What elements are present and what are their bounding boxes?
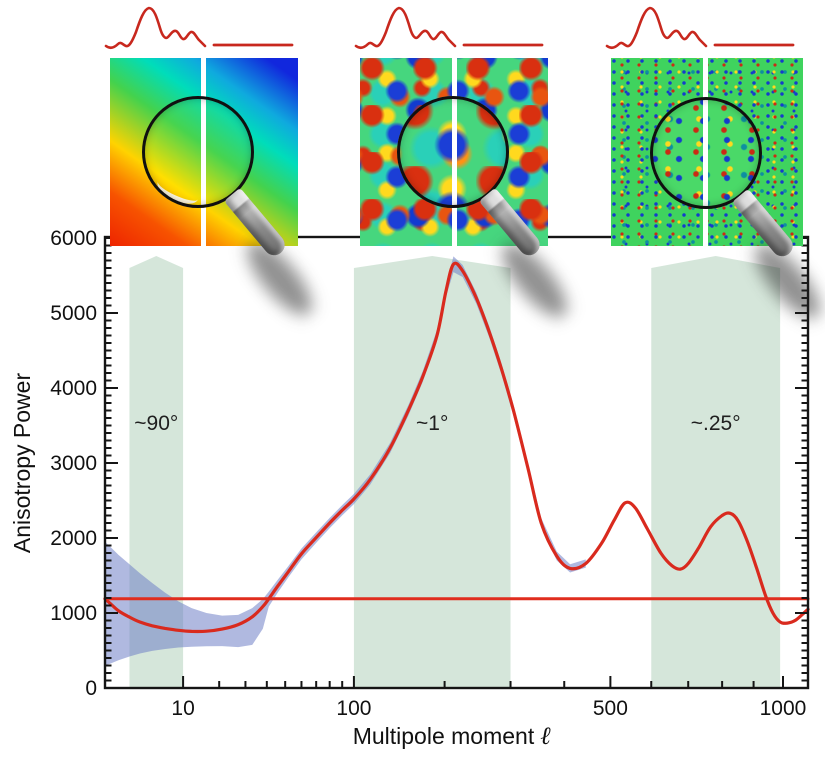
inset-large-scales <box>104 6 323 325</box>
inset-arcminute-scales <box>605 6 825 328</box>
angular-scale-band <box>353 256 511 688</box>
x-tick-label: 1000 <box>760 697 807 720</box>
y-tick-label: 2000 <box>50 527 97 550</box>
x-tick-label: 100 <box>336 697 371 720</box>
angular-scale-label: ~1° <box>416 412 448 435</box>
x-axis-title-text: Multipole moment <box>353 723 535 749</box>
x-axis-title: Multipole moment ℓ <box>353 721 552 750</box>
axis-tick-labels: 10 100 500 1000 0 1000 2000 3000 4000 5000 6000 <box>50 227 806 720</box>
magnifier-ring-icon <box>397 96 509 208</box>
acoustic-peaks-model-curve <box>103 261 810 634</box>
power-spectrum-sketch-icon <box>104 6 294 50</box>
y-tick-label: 6000 <box>50 227 97 250</box>
y-tick-label: 4000 <box>50 377 97 400</box>
model-curve-series <box>103 261 810 634</box>
angular-scale-label: ~.25° <box>691 412 741 435</box>
y-tick-label: 0 <box>85 677 97 700</box>
y-tick-label: 1000 <box>50 602 97 625</box>
magnifier-ring-icon <box>142 96 254 208</box>
x-axis-title-symbol: ℓ <box>541 721 552 750</box>
y-axis-title: Anisotropy Power <box>9 373 35 554</box>
angular-scale-band <box>651 256 781 688</box>
power-spectrum-sketch-icon <box>354 6 544 50</box>
y-tick-label: 5000 <box>50 302 97 325</box>
power-spectrum-sketch-icon <box>605 6 795 50</box>
x-tick-label: 10 <box>171 697 194 720</box>
angular-scale-labels: ~90° ~1° ~.25° <box>134 412 740 435</box>
angular-scale-label: ~90° <box>134 412 178 435</box>
magnifier-ring-icon <box>650 97 762 209</box>
y-tick-label: 3000 <box>50 452 97 475</box>
inset-degree-scales <box>354 6 578 327</box>
x-tick-label: 500 <box>593 697 628 720</box>
